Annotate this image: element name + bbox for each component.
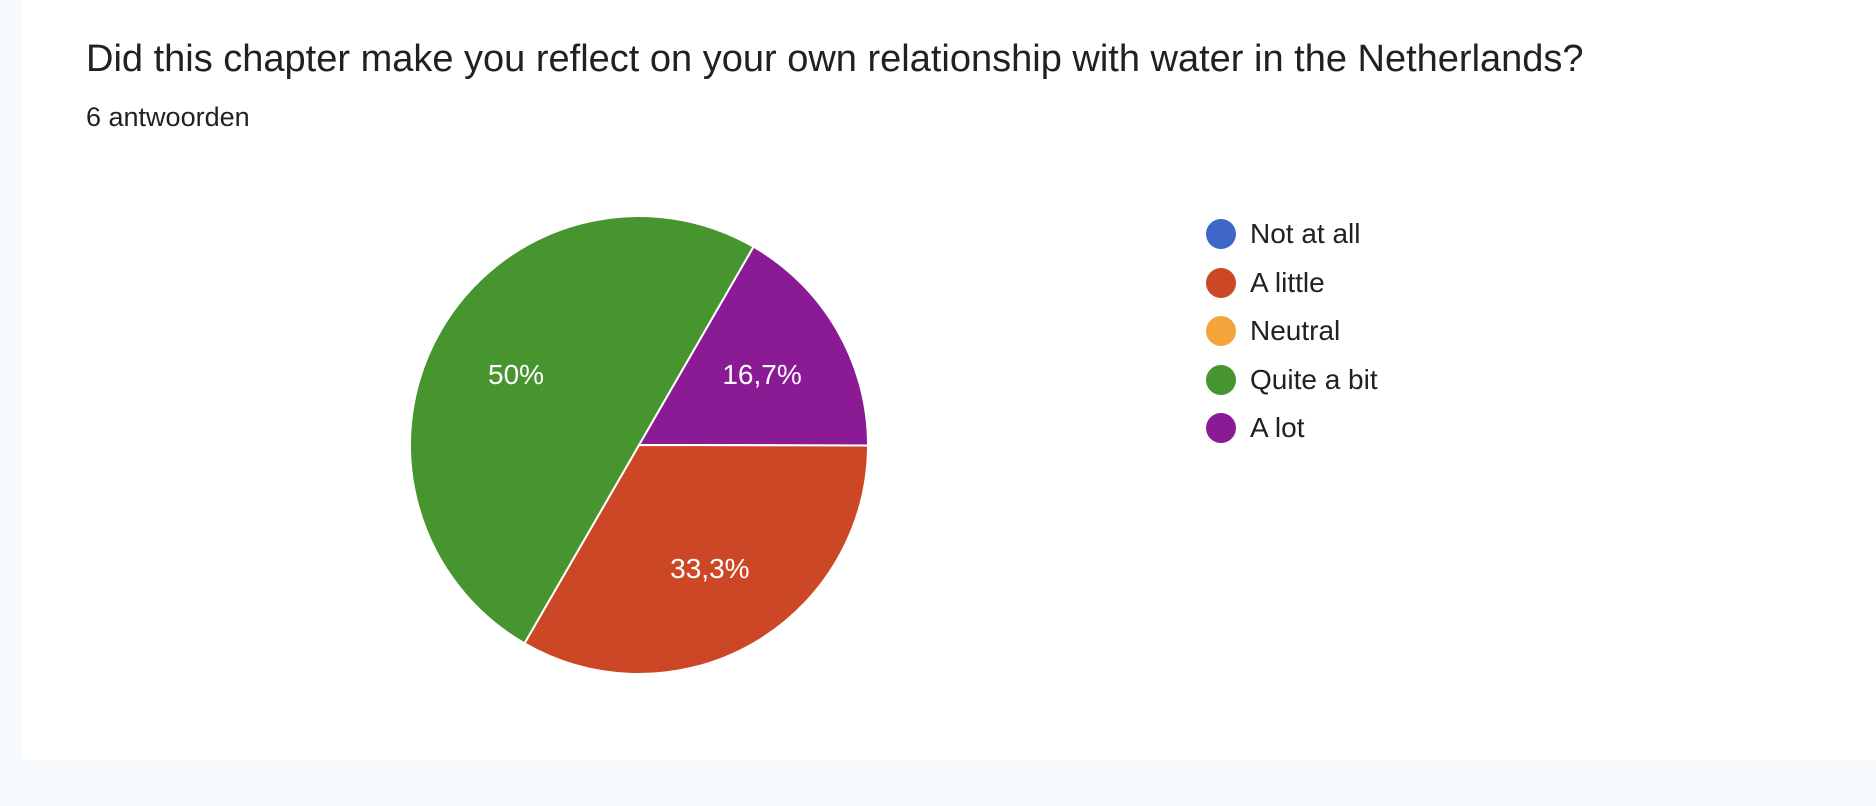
legend-label-a-lot: A lot (1250, 412, 1305, 444)
legend-label-not-at-all: Not at all (1250, 218, 1361, 250)
legend-item-a-lot[interactable]: A lot (1206, 404, 1378, 453)
chart-legend: Not at all A little Neutral Quite a bit A lo… (1206, 210, 1378, 453)
legend-item-a-little[interactable]: A little (1206, 259, 1378, 308)
legend-item-neutral[interactable]: Neutral (1206, 307, 1378, 356)
chart-card: Did this chapter make you reflect on you… (22, 0, 1876, 760)
pie-label-a-little: 33,3% (670, 553, 749, 584)
legend-label-a-little: A little (1250, 266, 1325, 298)
pie-label-quite-a-bit: 50% (488, 359, 544, 390)
pie-slice-quite-a-bit[interactable] (409, 215, 755, 645)
pie-slice-a-lot[interactable] (637, 245, 870, 447)
pie-label-a-lot: 16,7% (722, 359, 801, 390)
legend-item-quite-a-bit[interactable]: Quite a bit (1206, 356, 1378, 405)
legend-swatch-neutral (1206, 316, 1236, 347)
legend-label-neutral: Neutral (1250, 315, 1341, 347)
legend-swatch-a-little (1206, 267, 1236, 298)
response-count: 6 antwoorden (86, 102, 250, 132)
pie-chart: 16,7% 33,3% 50% (409, 215, 870, 675)
legend-swatch-a-lot (1206, 413, 1236, 444)
legend-swatch-quite-a-bit (1206, 364, 1236, 395)
pie-slice-a-little[interactable] (523, 443, 870, 675)
legend-label-quite-a-bit: Quite a bit (1250, 363, 1378, 395)
legend-swatch-not-at-all (1206, 219, 1236, 250)
question-title: Did this chapter make you reflect on you… (86, 38, 1584, 80)
legend-item-not-at-all[interactable]: Not at all (1206, 210, 1378, 259)
